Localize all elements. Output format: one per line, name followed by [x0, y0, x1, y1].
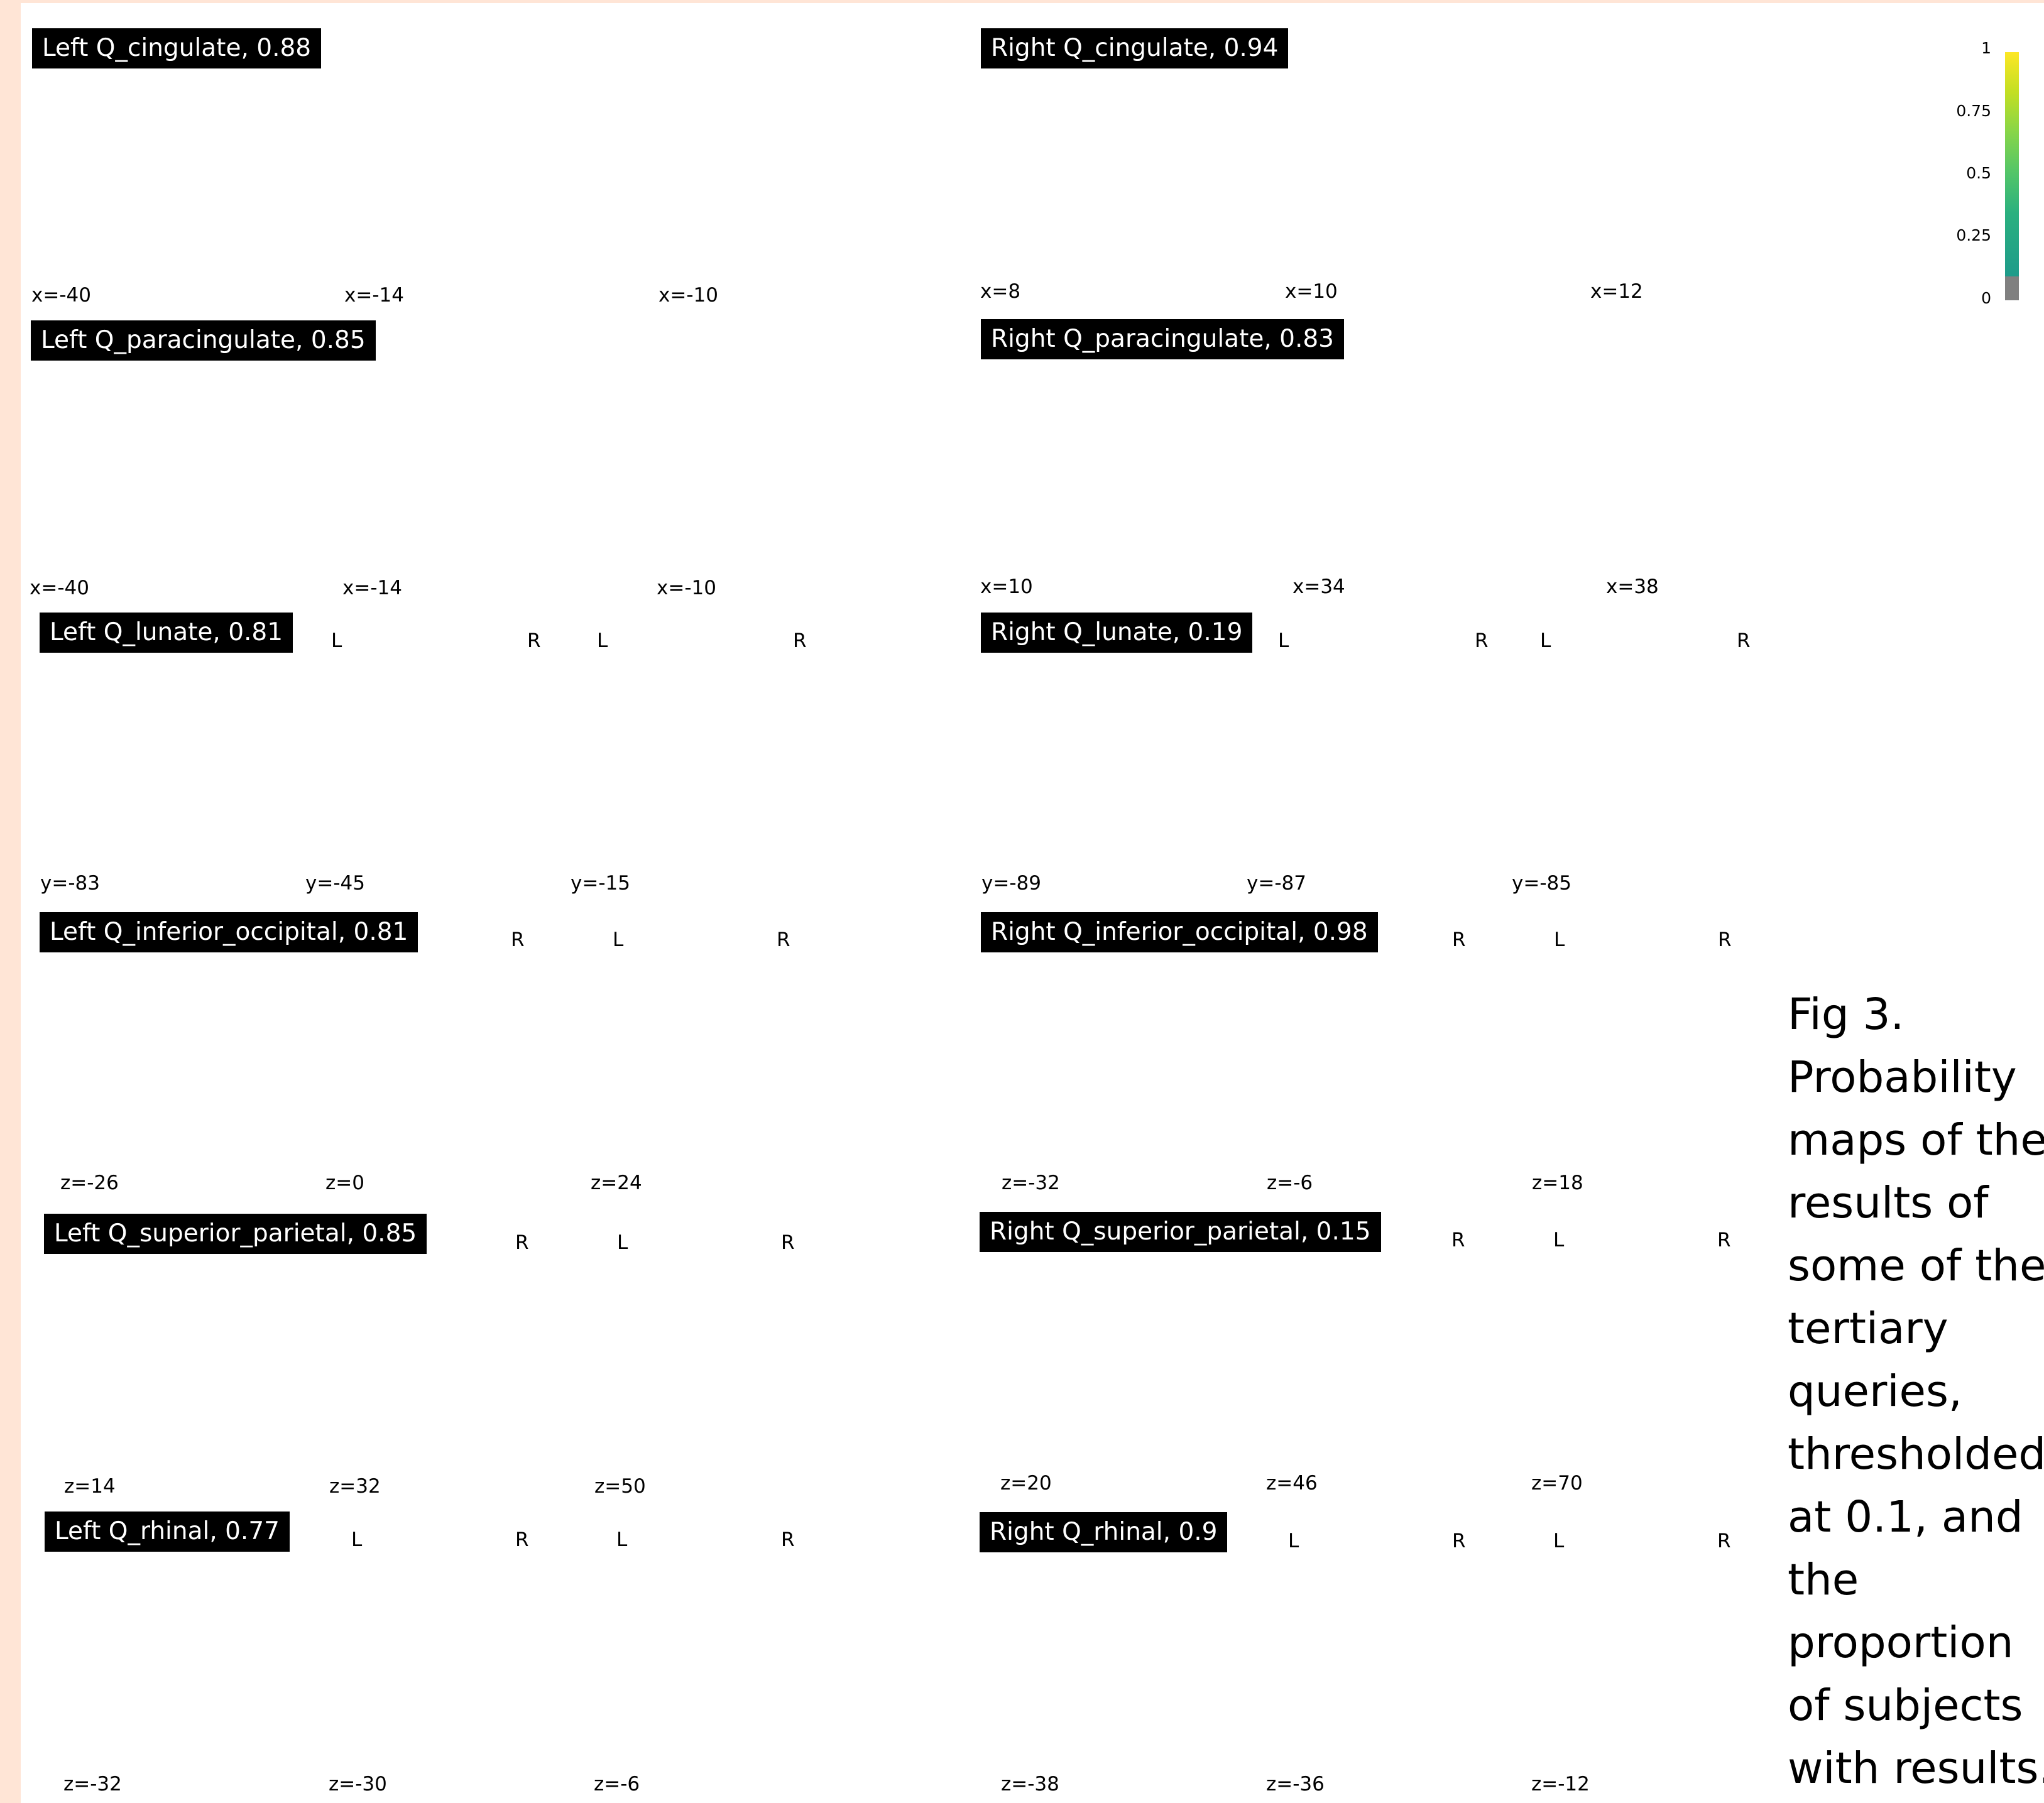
- panel-label-left-paracingulate: Left Q_paracingulate, 0.85: [31, 320, 376, 361]
- coord-label: z=-6: [1267, 1172, 1313, 1194]
- coord-label: z=-32: [1002, 1172, 1060, 1194]
- page-border-left: [0, 0, 21, 1803]
- orientation-left: L: [597, 629, 608, 652]
- orientation-right: R: [1475, 629, 1489, 652]
- orientation-right: R: [515, 1231, 529, 1254]
- panel-label-right-superior-parietal: Right Q_superior_parietal, 0.15: [980, 1212, 1381, 1252]
- panel-label-left-inferior-occipital: Left Q_inferior_occipital, 0.81: [40, 912, 418, 952]
- orientation-right: R: [1717, 1530, 1731, 1552]
- orientation-left: L: [351, 1528, 363, 1551]
- coord-label: y=-85: [1512, 872, 1571, 895]
- figure-caption: Fig 3. Probability maps of the results o…: [1788, 989, 2044, 1794]
- coord-label: z=24: [591, 1172, 642, 1194]
- coord-label: x=10: [980, 575, 1033, 598]
- coord-label: z=50: [594, 1475, 646, 1498]
- coord-label: x=38: [1606, 575, 1659, 598]
- colorbar-tick-label: 0: [1981, 289, 1991, 307]
- coord-label: x=-40: [30, 577, 89, 599]
- coord-label: y=-87: [1247, 872, 1306, 895]
- orientation-right: R: [1718, 929, 1732, 951]
- coord-label: x=-10: [657, 577, 716, 599]
- panel-label-left-cingulate: Left Q_cingulate, 0.88: [32, 28, 322, 68]
- coord-label: y=-45: [305, 872, 365, 895]
- coord-label: z=46: [1266, 1472, 1318, 1495]
- coord-label: z=-12: [1531, 1773, 1590, 1795]
- coord-label: x=-14: [342, 577, 402, 599]
- orientation-left: L: [1278, 629, 1289, 652]
- coord-label: z=70: [1531, 1472, 1583, 1495]
- page-border-top: [0, 0, 2044, 3]
- colorbar-tick-label: 0.75: [1956, 102, 1991, 120]
- colorbar: [2005, 52, 2019, 300]
- coord-label: x=10: [1285, 280, 1338, 303]
- colorbar-tick-label: 1: [1981, 39, 1991, 57]
- panel-label-right-paracingulate: Right Q_paracingulate, 0.83: [981, 319, 1344, 359]
- colorbar-tick-label: 0.5: [1966, 164, 1991, 182]
- orientation-left: L: [616, 1528, 628, 1551]
- panel-label-right-lunate: Right Q_lunate, 0.19: [981, 613, 1253, 653]
- orientation-left: L: [1288, 1530, 1299, 1552]
- panel-label-right-rhinal: Right Q_rhinal, 0.9: [980, 1512, 1228, 1552]
- orientation-left: L: [617, 1231, 628, 1254]
- panel-label-left-rhinal: Left Q_rhinal, 0.77: [45, 1512, 290, 1552]
- panel-label-right-cingulate: Right Q_cingulate, 0.94: [981, 28, 1289, 68]
- orientation-left: L: [1553, 1229, 1565, 1251]
- coord-label: x=-10: [659, 284, 718, 307]
- orientation-right: R: [793, 629, 807, 652]
- orientation-right: R: [781, 1231, 795, 1254]
- coord-label: z=20: [1000, 1472, 1052, 1495]
- coord-label: z=-26: [60, 1172, 119, 1194]
- orientation-left: L: [331, 629, 342, 652]
- coord-label: x=12: [1590, 280, 1643, 303]
- orientation-right: R: [1717, 1229, 1731, 1251]
- panel-label-left-lunate: Left Q_lunate, 0.81: [40, 613, 293, 653]
- orientation-right: R: [1452, 1530, 1466, 1552]
- orientation-right: R: [511, 929, 525, 951]
- panel-label-left-superior-parietal: Left Q_superior_parietal, 0.85: [44, 1214, 427, 1254]
- coord-label: z=18: [1532, 1172, 1583, 1194]
- coord-label: z=-38: [1001, 1773, 1059, 1795]
- coord-label: z=-30: [329, 1773, 387, 1795]
- orientation-left: L: [613, 929, 624, 951]
- orientation-left: L: [1553, 1530, 1565, 1552]
- coord-label: z=14: [64, 1475, 116, 1498]
- orientation-right: R: [1737, 629, 1751, 652]
- coord-label: z=-32: [63, 1773, 122, 1795]
- orientation-right: R: [527, 629, 541, 652]
- orientation-left: L: [1554, 929, 1565, 951]
- panel-label-right-inferior-occipital: Right Q_inferior_occipital, 0.98: [981, 912, 1378, 952]
- coord-label: x=8: [980, 280, 1021, 303]
- coord-label: x=-14: [344, 284, 404, 307]
- coord-label: x=34: [1293, 575, 1345, 598]
- orientation-right: R: [777, 929, 790, 951]
- coord-label: x=-40: [31, 284, 91, 307]
- coord-label: z=0: [325, 1172, 364, 1194]
- coord-label: z=-36: [1266, 1773, 1325, 1795]
- coord-label: y=-83: [40, 872, 100, 895]
- colorbar-tick-label: 0.25: [1956, 226, 1991, 244]
- figure: Left Q_cingulate, 0.88 Right Q_cingulate…: [21, 3, 2044, 1803]
- coord-label: y=-89: [981, 872, 1041, 895]
- colorbar-below-threshold: [2005, 276, 2019, 300]
- orientation-right: R: [1452, 929, 1466, 951]
- orientation-left: L: [1540, 629, 1551, 652]
- coord-label: z=32: [329, 1475, 381, 1498]
- coord-label: z=-6: [594, 1773, 640, 1795]
- orientation-right: R: [1451, 1229, 1465, 1251]
- orientation-right: R: [515, 1528, 529, 1551]
- orientation-right: R: [781, 1528, 795, 1551]
- colorbar-gradient: [2005, 52, 2019, 276]
- coord-label: y=-15: [571, 872, 630, 895]
